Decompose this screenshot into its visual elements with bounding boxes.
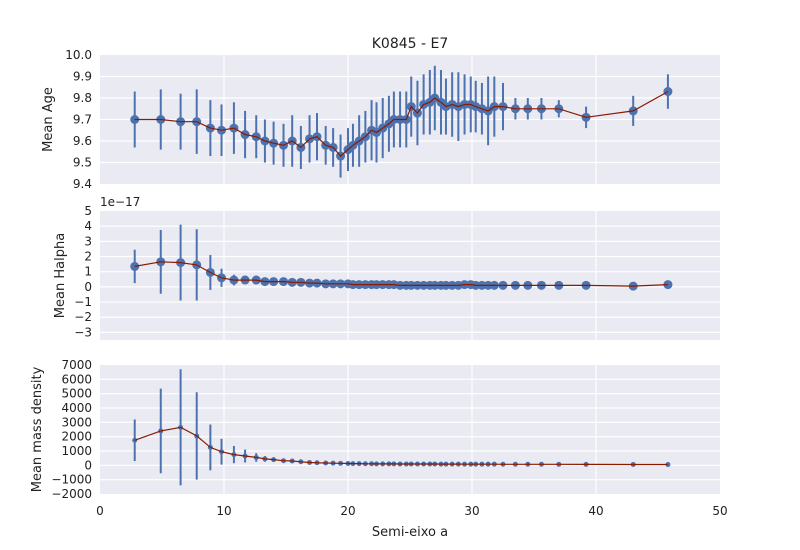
y-tick-label: 9.6: [73, 134, 92, 148]
x-tick-label: 30: [464, 504, 479, 518]
y-tick-label: 5000: [61, 387, 92, 401]
y-tick-label: 9.7: [73, 113, 92, 127]
y-tick-label: 9.8: [73, 91, 92, 105]
y-tick-label: 7000: [61, 358, 92, 372]
y-tick-label: −1000: [51, 473, 92, 487]
y-tick-label: 4: [84, 219, 92, 233]
series-line: [134, 261, 668, 287]
chart-title: K0845 - E7: [372, 36, 449, 52]
y-tick-label: 4000: [61, 401, 92, 415]
y-tick-label: 3000: [61, 415, 92, 429]
y-tick-label: 0: [84, 280, 92, 294]
series: [130, 65, 673, 178]
y-axis-label: Mean Halpha: [53, 233, 68, 318]
y-tick-label: 3: [84, 234, 92, 248]
x-axis-ticks: 0 10 20 30 40 50: [96, 504, 727, 518]
plot-area: [100, 211, 720, 340]
series-line: [134, 426, 668, 466]
y-axis-label: Mean Age: [41, 87, 56, 152]
x-tick-label: 0: [96, 504, 104, 518]
y-tick-label: 10.0: [65, 48, 92, 62]
y-tick-label: −2000: [51, 487, 92, 501]
x-tick-label: 10: [216, 504, 231, 518]
y-tick-label: 9.9: [73, 70, 92, 84]
y-tick-label: 9.5: [73, 156, 92, 170]
y-tick-label: 2: [84, 250, 92, 264]
y-tick-label: −3: [74, 325, 92, 339]
x-tick-label: 40: [588, 504, 603, 518]
x-tick-label: 20: [340, 504, 355, 518]
y-tick-label: 2000: [61, 430, 92, 444]
data-point: [665, 462, 671, 468]
y-tick-label: −2: [74, 310, 92, 324]
plot-area: [100, 365, 720, 494]
y-axis-label: Mean mass density: [30, 366, 45, 492]
y-tick-label: 5: [84, 204, 92, 218]
panel-1: 9.4 9.5 9.6 9.7 9.8 9.9 10.0 Mean Age: [41, 48, 720, 191]
series: [130, 224, 673, 301]
offset-label: 1e−17: [100, 195, 140, 209]
y-tick-label: 1000: [61, 444, 92, 458]
series-line: [134, 91, 669, 157]
y-tick-label: −1: [74, 295, 92, 309]
x-tick-label: 50: [712, 504, 727, 518]
y-tick-label: 0: [84, 458, 92, 472]
y-tick-label: 1: [84, 265, 92, 279]
data-point: [663, 280, 673, 290]
data-point: [663, 87, 673, 97]
y-tick-label: 6000: [61, 372, 92, 386]
series: [132, 369, 671, 486]
x-axis-label: Semi-eixo a: [372, 525, 448, 540]
y-tick-label: 9.4: [73, 177, 92, 191]
